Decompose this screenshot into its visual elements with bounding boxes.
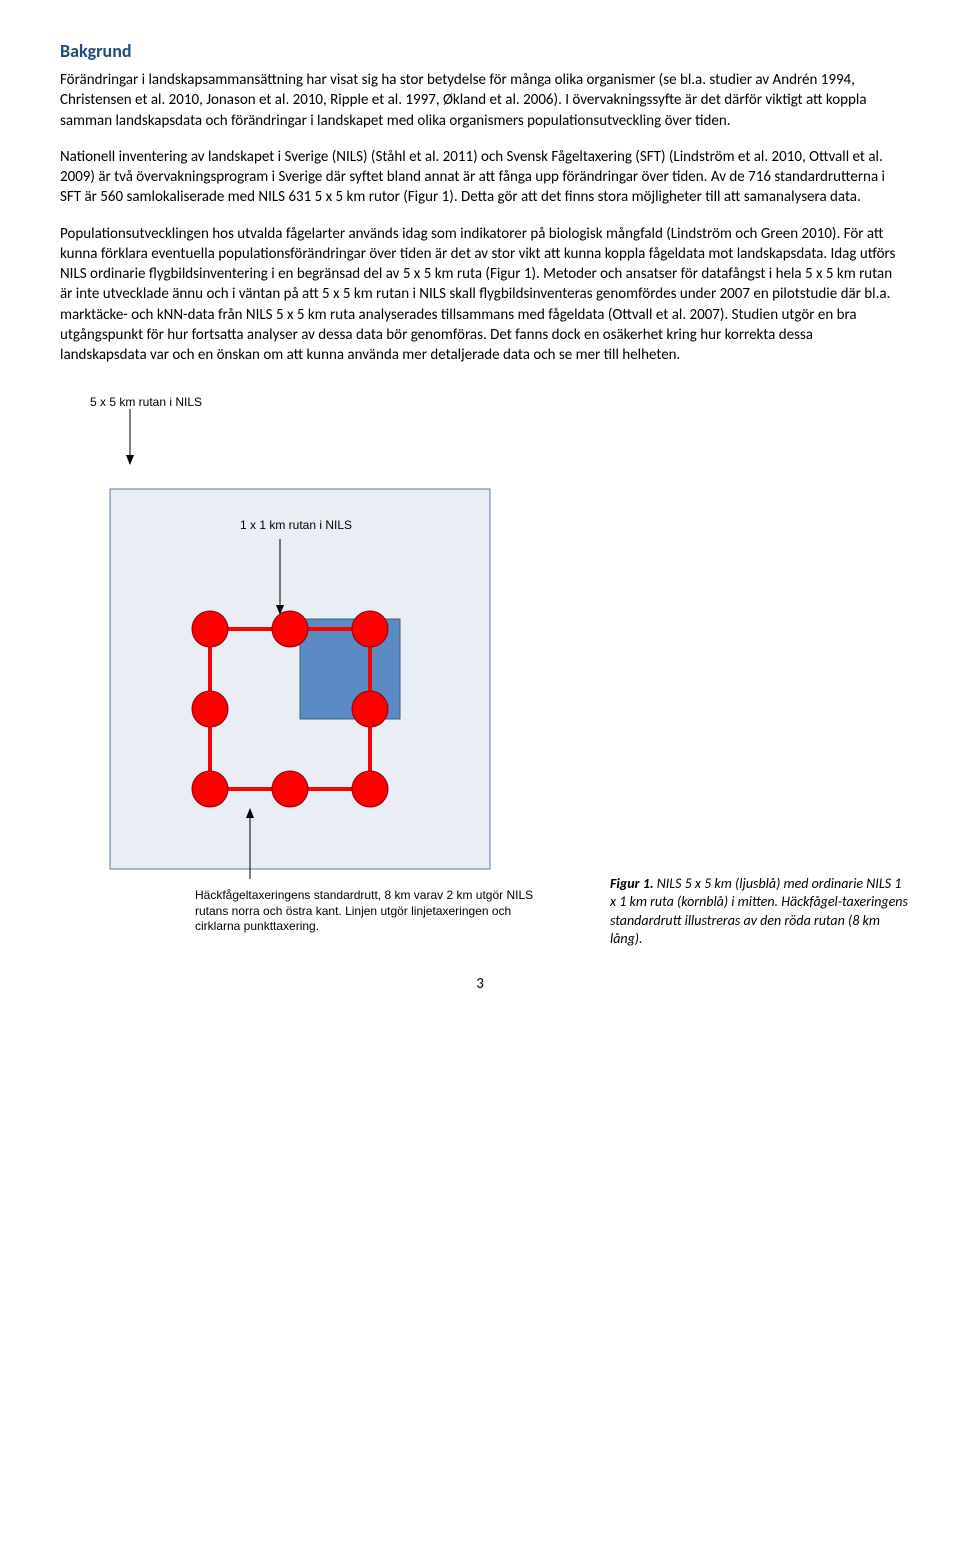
page-number: 3	[60, 975, 900, 993]
figure-1: 5 x 5 km rutan i NILS 1 x 1 km rutan i N…	[60, 395, 900, 935]
route-point-circle	[352, 611, 388, 647]
bottom-caption: Häckfågeltaxeringens standardrutt, 8 km …	[195, 888, 555, 935]
paragraph: Förändringar i landskapsammansättning ha…	[60, 70, 900, 131]
paragraph: Populationsutvecklingen hos utvalda fåge…	[60, 224, 900, 366]
label-1x1: 1 x 1 km rutan i NILS	[240, 518, 352, 532]
route-point-circle	[272, 771, 308, 807]
route-point-circle	[192, 691, 228, 727]
route-point-circle	[352, 691, 388, 727]
caption-text: NILS 5 x 5 km (ljusblå) med ordinarie NI…	[610, 875, 908, 947]
section-heading: Bakgrund	[60, 40, 900, 62]
route-point-circle	[272, 611, 308, 647]
figure-caption: Figur 1. NILS 5 x 5 km (ljusblå) med ord…	[610, 875, 910, 948]
diagram-svg: 1 x 1 km rutan i NILS	[60, 409, 580, 879]
paragraph: Nationell inventering av landskapet i Sv…	[60, 147, 900, 208]
route-point-circle	[352, 771, 388, 807]
route-point-circle	[192, 611, 228, 647]
caption-bold: Figur 1.	[610, 875, 654, 892]
route-point-circle	[192, 771, 228, 807]
label-5x5: 5 x 5 km rutan i NILS	[90, 395, 900, 409]
